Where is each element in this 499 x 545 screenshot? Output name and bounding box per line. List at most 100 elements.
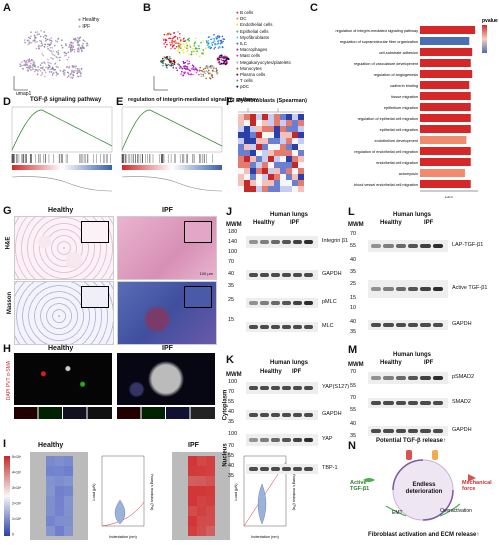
umap-point (29, 66, 32, 68)
heatmap-cell (262, 150, 268, 156)
heatmap-cell (268, 156, 274, 162)
blot-band (249, 386, 258, 390)
umap-point (169, 41, 171, 44)
heatmap-cell (262, 162, 268, 168)
umap-point (173, 31, 175, 34)
umap-point (71, 77, 74, 80)
umap-point (173, 36, 176, 38)
modulus-cell (188, 486, 197, 496)
umap-point (72, 73, 74, 76)
heatmap-cell (292, 138, 298, 144)
umap-point (77, 36, 79, 39)
umap-point (182, 60, 185, 63)
panel-b-umap (153, 31, 230, 91)
umap-point (192, 73, 194, 76)
heatmap-cell (292, 174, 298, 180)
umap-point (79, 47, 82, 50)
umap-point (216, 37, 218, 40)
heatmap-cell (256, 150, 262, 156)
blot-band (260, 301, 269, 305)
umap-point (216, 72, 219, 75)
umap-point (204, 72, 207, 75)
umap-point (45, 66, 47, 69)
umap-point (34, 41, 37, 43)
umap-point (50, 42, 53, 44)
heatmap-cell (298, 126, 304, 132)
umap-point (73, 50, 76, 53)
masson-ipf-image (117, 281, 217, 345)
umap-point (224, 63, 227, 65)
heatmap-cell (274, 162, 280, 168)
umap-point (65, 43, 67, 45)
heatmap-cell (250, 132, 256, 138)
umap-point (187, 48, 189, 51)
mw-marker: 100 (228, 431, 238, 437)
panel-f-label: F (226, 96, 233, 108)
umap-point (211, 44, 214, 46)
umap-point (194, 41, 196, 44)
umap-point (82, 42, 85, 45)
blot-band (293, 273, 302, 277)
protein-label: GAPDH (452, 321, 472, 327)
y-axis-label: Load (μN) (92, 483, 96, 501)
panel-f-heatmap (238, 108, 304, 192)
ranked-metric (121, 176, 223, 192)
heatmap-cell (262, 144, 268, 150)
blot-band (371, 401, 382, 405)
blot-band (432, 429, 443, 433)
umap-point (44, 34, 46, 37)
blot-band (408, 376, 419, 380)
heatmap-cell (286, 174, 292, 180)
umap-point (185, 41, 187, 44)
mw-marker: 70 (350, 369, 357, 375)
heatmap-cell (298, 114, 304, 120)
umap-point (39, 70, 42, 72)
umap-point (33, 62, 36, 64)
modulus-cell (46, 496, 55, 506)
umap-point (33, 63, 36, 66)
if-ipf-image (117, 353, 215, 405)
umap-point (183, 67, 186, 70)
umap-point (62, 70, 64, 73)
panel-h-label: H (3, 343, 11, 355)
umap-point (50, 37, 53, 39)
umap-point (195, 53, 198, 55)
umap-point (177, 50, 179, 52)
modulus-cell (55, 496, 64, 506)
heatmap-cell (274, 186, 280, 192)
modulus-cell (46, 516, 55, 526)
he-ipf-image: 100 μm (117, 216, 217, 280)
umap-point (189, 69, 191, 72)
umap-point (209, 65, 212, 68)
term-label: regulation of integrin-mediated signalin… (335, 29, 418, 33)
umap-point (218, 36, 220, 39)
blot-band (293, 386, 302, 390)
umap-point (37, 66, 39, 68)
modulus-cell (206, 476, 215, 486)
blot-band (432, 401, 443, 405)
umap-point (202, 70, 204, 73)
blot-band (395, 376, 406, 380)
umap-point (192, 65, 195, 68)
umap-point (166, 64, 168, 66)
modulus-cell (197, 526, 206, 536)
blot-band (383, 376, 394, 380)
umap-point (44, 62, 46, 65)
legend-item: ● pDC (236, 84, 249, 90)
blot-band (271, 325, 280, 329)
umap-point (22, 68, 24, 70)
ranked-metric (11, 176, 113, 192)
heatmap-cell (244, 162, 250, 168)
umap-point (26, 69, 29, 72)
umap-point (73, 65, 75, 67)
umap-point (36, 69, 38, 71)
heatmap-cell (268, 150, 274, 156)
umap-point (57, 73, 59, 75)
umap-point (79, 46, 82, 49)
heatmap-cell (286, 162, 292, 168)
modulus-cell (188, 456, 197, 466)
umap-point (175, 42, 177, 44)
heatmap-cell (256, 162, 262, 168)
umap-point (70, 43, 72, 45)
umap-point (30, 59, 33, 61)
